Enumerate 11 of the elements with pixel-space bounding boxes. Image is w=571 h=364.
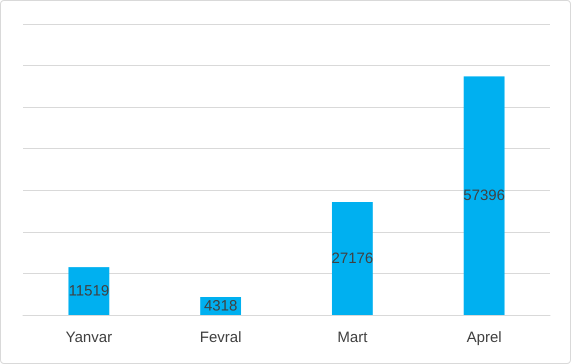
- data-label: 57396: [463, 187, 505, 204]
- x-tick-label: Fevral: [200, 329, 242, 346]
- x-tick-label: Aprel: [466, 329, 502, 346]
- data-label: 11519: [68, 282, 110, 300]
- x-tick-label: Mart: [337, 329, 368, 346]
- bar: [332, 202, 373, 315]
- data-label: 27176: [332, 250, 374, 268]
- bar: [68, 267, 110, 315]
- bar: [464, 76, 505, 315]
- x-tick-label: Yanvar: [66, 329, 112, 346]
- data-label: 4318: [204, 298, 238, 315]
